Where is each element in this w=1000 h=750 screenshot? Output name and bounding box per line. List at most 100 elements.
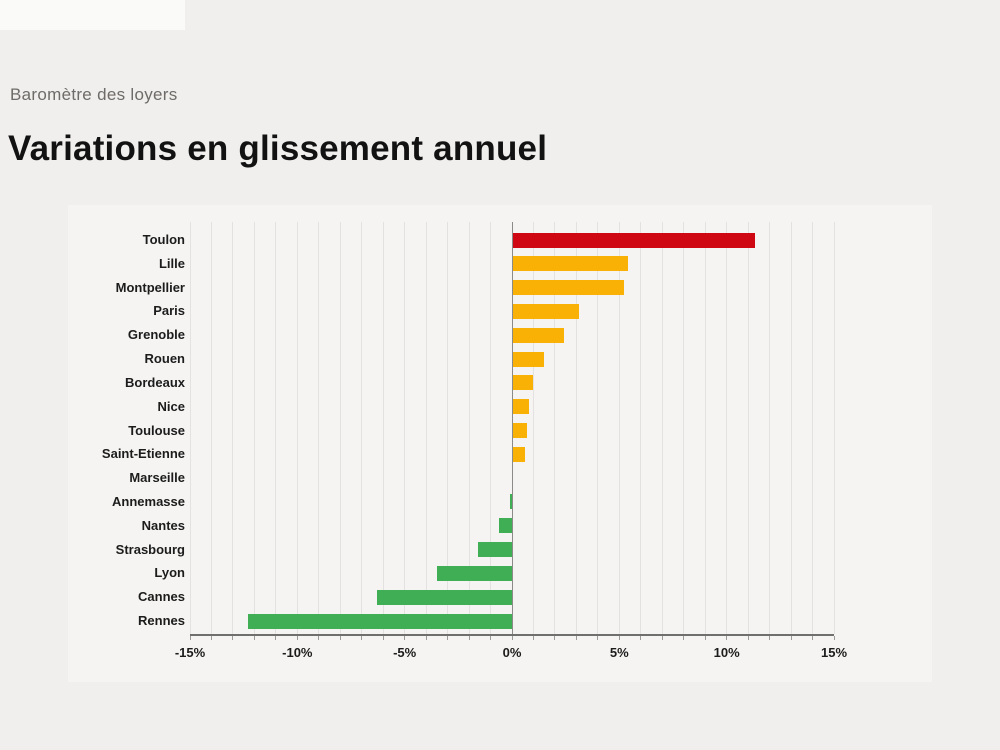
gridline bbox=[597, 222, 599, 634]
plot-area bbox=[189, 222, 835, 636]
axis-tick bbox=[468, 636, 470, 640]
axis-tick bbox=[511, 636, 513, 640]
axis-tick bbox=[726, 636, 728, 640]
x-tick-label: -5% bbox=[393, 645, 417, 660]
gridline bbox=[833, 222, 835, 634]
axis-tick bbox=[597, 636, 599, 640]
category-label-grenoble: Grenoble bbox=[127, 327, 185, 343]
x-tick-label: 15% bbox=[820, 645, 848, 660]
gridline bbox=[661, 222, 663, 634]
bar-bordeaux bbox=[512, 375, 534, 391]
category-label-cannes: Cannes bbox=[138, 589, 185, 605]
bar-grenoble bbox=[512, 327, 564, 343]
category-label-rennes: Rennes bbox=[138, 613, 185, 628]
axis-tick bbox=[575, 636, 577, 640]
gridline bbox=[468, 222, 470, 634]
axis-tick bbox=[833, 636, 835, 640]
gridline bbox=[425, 222, 427, 634]
gridline bbox=[726, 222, 728, 634]
gridline bbox=[683, 222, 685, 634]
axis-tick bbox=[812, 636, 814, 640]
gridline bbox=[382, 222, 384, 634]
gridline bbox=[640, 222, 642, 634]
category-label-marseille: Marseille bbox=[129, 470, 185, 486]
axis-tick bbox=[275, 636, 277, 640]
gridline bbox=[296, 222, 298, 634]
axis-tick bbox=[704, 636, 706, 640]
x-tick-label: 5% bbox=[609, 645, 629, 660]
gridline bbox=[189, 222, 191, 634]
bar-saint-etienne bbox=[512, 446, 525, 462]
gridline bbox=[447, 222, 449, 634]
axis-tick bbox=[296, 636, 298, 640]
bar-lille bbox=[512, 256, 628, 272]
axis-tick bbox=[618, 636, 620, 640]
gridline bbox=[275, 222, 277, 634]
gridline bbox=[704, 222, 706, 634]
chart-title: Variations en glissement annuel bbox=[8, 129, 548, 168]
axis-tick bbox=[210, 636, 212, 640]
category-label-strasbourg: Strasbourg bbox=[115, 541, 185, 557]
axis-tick bbox=[232, 636, 234, 640]
bar-nantes bbox=[499, 518, 512, 534]
gridline bbox=[404, 222, 406, 634]
top-left-strip bbox=[0, 0, 185, 30]
x-tick-label: -10% bbox=[282, 645, 313, 660]
axis-tick bbox=[318, 636, 320, 640]
axis-tick bbox=[661, 636, 663, 640]
gridline bbox=[361, 222, 363, 634]
category-label-toulon: Toulon bbox=[142, 232, 185, 247]
category-label-paris: Paris bbox=[153, 303, 185, 319]
category-label-lyon: Lyon bbox=[154, 565, 185, 581]
category-label-toulouse: Toulouse bbox=[128, 422, 185, 438]
gridline bbox=[232, 222, 234, 634]
bar-toulouse bbox=[512, 423, 528, 438]
category-label-bordeaux: Bordeaux bbox=[125, 374, 185, 390]
axis-tick bbox=[382, 636, 384, 640]
gridline bbox=[532, 222, 534, 634]
category-label-lille: Lille bbox=[158, 255, 185, 271]
gridline bbox=[575, 222, 577, 634]
bar-montpellier bbox=[512, 280, 624, 296]
gridline bbox=[618, 222, 620, 634]
x-tick-label: -15% bbox=[174, 645, 206, 660]
axis-tick bbox=[404, 636, 406, 640]
gridline bbox=[769, 222, 771, 634]
axis-tick bbox=[425, 636, 427, 640]
gridline bbox=[554, 222, 556, 634]
bar-nice bbox=[512, 399, 530, 415]
chart-subtitle: Baromètre des loyers bbox=[10, 85, 178, 104]
axis-tick bbox=[554, 636, 556, 640]
axis-tick bbox=[640, 636, 642, 640]
bar-strasbourg bbox=[477, 542, 512, 558]
axis-tick bbox=[490, 636, 492, 640]
zero-axis-line bbox=[511, 222, 513, 634]
axis-tick bbox=[361, 636, 363, 640]
gridline bbox=[747, 222, 749, 634]
gridline bbox=[210, 222, 212, 634]
category-label-nantes: Nantes bbox=[141, 517, 185, 533]
axis-tick bbox=[339, 636, 341, 640]
gridline bbox=[490, 222, 492, 634]
category-label-saint-etienne: Saint-Etienne bbox=[101, 446, 185, 462]
category-label-rouen: Rouen bbox=[144, 351, 185, 367]
bar-toulon bbox=[512, 232, 755, 248]
gridline bbox=[318, 222, 320, 634]
x-tick-label: 10% bbox=[713, 645, 740, 660]
gridline bbox=[253, 222, 255, 634]
axis-tick bbox=[189, 636, 191, 640]
axis-tick bbox=[253, 636, 255, 640]
category-label-annemasse: Annemasse bbox=[112, 493, 185, 509]
x-tick-label: 0% bbox=[502, 645, 522, 660]
bar-rouen bbox=[512, 351, 545, 367]
category-label-nice: Nice bbox=[157, 398, 185, 414]
axis-tick bbox=[790, 636, 792, 640]
axis-tick bbox=[532, 636, 534, 640]
axis-tick bbox=[447, 636, 449, 640]
bar-lyon bbox=[436, 565, 512, 581]
bar-cannes bbox=[376, 589, 512, 605]
gridline bbox=[812, 222, 814, 634]
category-label-montpellier: Montpellier bbox=[115, 279, 185, 295]
gridline bbox=[790, 222, 792, 634]
